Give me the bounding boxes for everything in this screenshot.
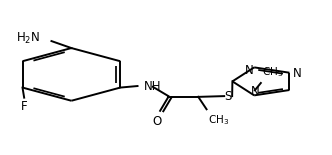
Text: O: O xyxy=(152,115,161,128)
Text: CH$_3$: CH$_3$ xyxy=(263,65,284,79)
Text: N: N xyxy=(250,85,259,98)
Text: S: S xyxy=(224,90,232,103)
Text: N: N xyxy=(292,67,301,80)
Text: H$_2$N: H$_2$N xyxy=(16,30,40,46)
Text: F: F xyxy=(21,100,28,113)
Text: N: N xyxy=(245,64,254,77)
Text: CH$_3$: CH$_3$ xyxy=(208,113,229,127)
Text: NH: NH xyxy=(143,80,161,93)
